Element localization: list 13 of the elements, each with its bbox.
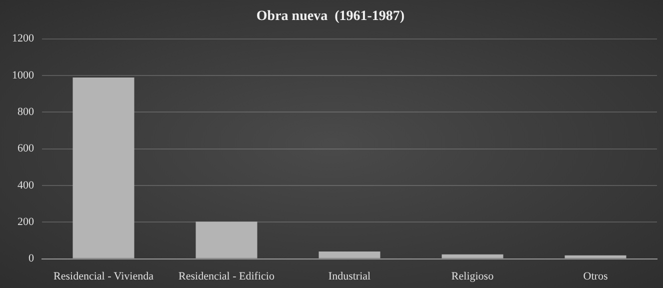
x-tick-label: Residencial - Vivienda	[54, 270, 154, 282]
y-tick-label: 400	[18, 179, 34, 192]
x-tick-label: Otros	[583, 270, 608, 282]
y-tick-label: 200	[18, 216, 34, 228]
y-tick-label: 600	[18, 142, 34, 155]
x-tick-label: Industrial	[328, 270, 371, 282]
y-tick-label: 1200	[12, 32, 34, 45]
x-tick-label: Residencial - Edificio	[178, 270, 275, 282]
y-tick-label: 1000	[12, 69, 34, 82]
x-tick-label: Religioso	[451, 270, 494, 282]
y-tick-label: 0	[28, 252, 34, 265]
y-tick-label: 800	[18, 106, 34, 118]
chart-title: Obra nueva (1961-1987)	[256, 9, 405, 24]
